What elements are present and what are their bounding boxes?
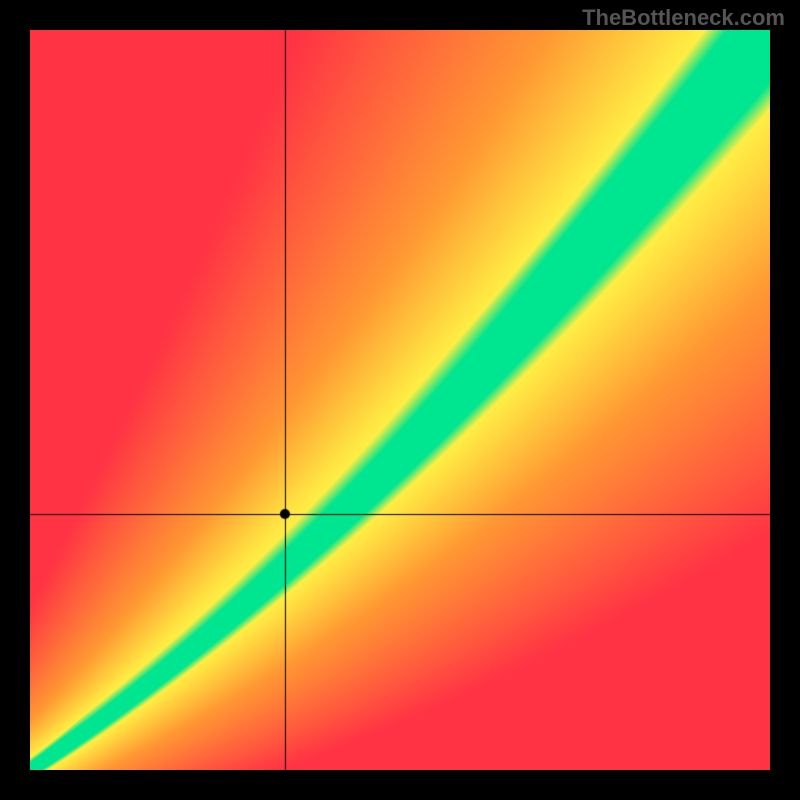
attribution-text: TheBottleneck.com — [582, 5, 785, 31]
chart-container: TheBottleneck.com — [0, 0, 800, 800]
crosshair-overlay — [30, 30, 770, 770]
